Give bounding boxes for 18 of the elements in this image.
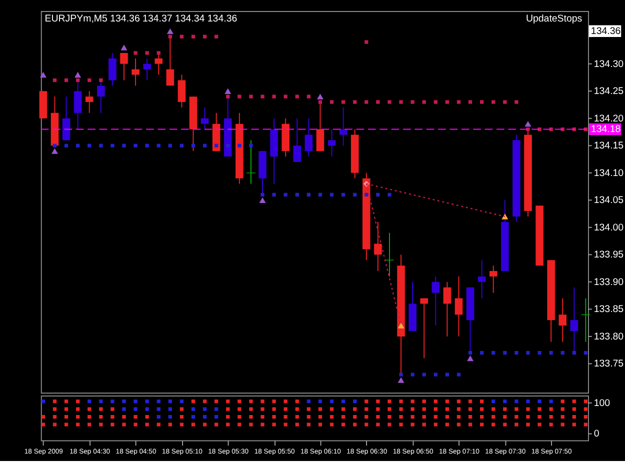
- y-tick-label: 0: [594, 428, 600, 440]
- y-tick-label: 134.25: [594, 86, 624, 98]
- y-tick-label: 134.05: [594, 195, 624, 206]
- y-tick-label: 100: [594, 398, 611, 409]
- y-tick-label: 133.75: [594, 358, 624, 370]
- annotation: 134.36: [590, 26, 621, 38]
- y-tick-label: 134.20: [594, 113, 624, 124]
- y-tick-label: 133.80: [594, 331, 624, 342]
- y-tick-label: 133.90: [594, 276, 624, 288]
- ref-line-label: 134.18: [590, 124, 621, 136]
- y-tick-label: 134.30: [594, 58, 624, 70]
- annotation: UpdateStops: [526, 14, 582, 25]
- y-tick-label: 134.15: [594, 140, 624, 152]
- chart-title: EURJPYm,M5 134.36 134.37 134.34 134.36: [44, 14, 238, 25]
- y-tick-label: 134.00: [594, 222, 624, 234]
- y-tick-label: 133.95: [594, 250, 624, 261]
- y-tick-label: 134.10: [594, 168, 624, 179]
- y-tick-label: 133.85: [594, 304, 624, 316]
